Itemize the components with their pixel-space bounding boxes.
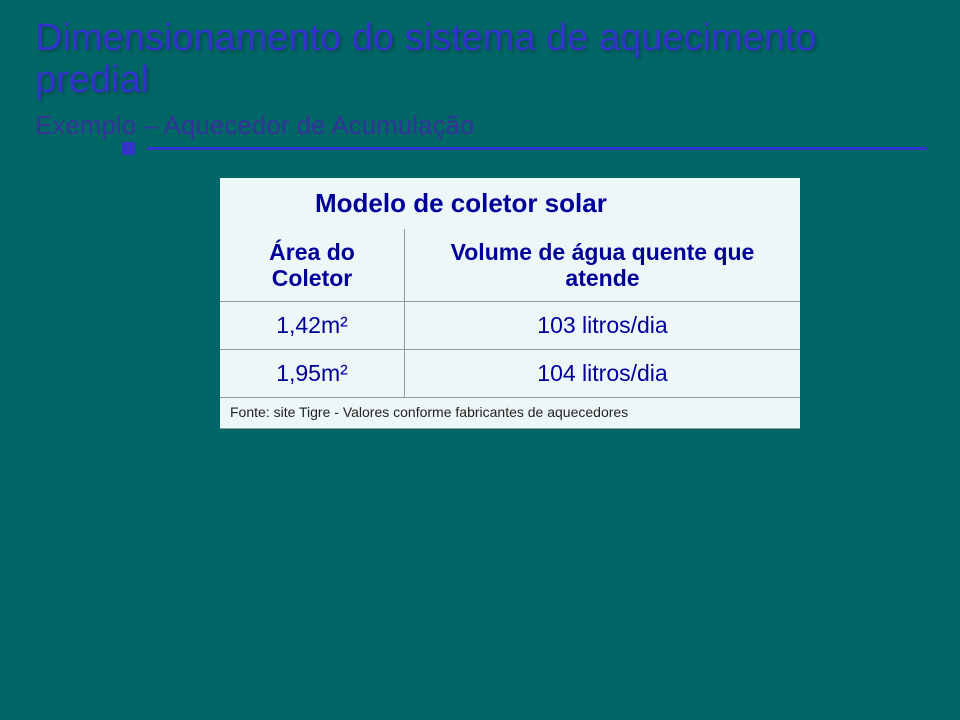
table-header-row: Modelo de coletor solar — [220, 178, 800, 229]
col-header-area: Área do Coletor — [220, 229, 405, 302]
coletor-table: Modelo de coletor solar Área do Coletor … — [220, 178, 800, 430]
cell-area: 1,95m² — [220, 350, 405, 397]
cell-volume: 104 litros/dia — [405, 350, 800, 397]
title-divider — [147, 147, 927, 150]
cell-area: 1,42m² — [220, 302, 405, 349]
table-row: 1,42m² 103 litros/dia — [220, 301, 800, 349]
table-subheader-row: Área do Coletor Volume de água quente qu… — [220, 229, 800, 302]
cell-volume: 103 litros/dia — [405, 302, 800, 349]
table-header-full: Modelo de coletor solar — [315, 178, 800, 229]
slide-title: Dimensionamento do sistema de aqueciment… — [35, 18, 940, 102]
title-block: Dimensionamento do sistema de aqueciment… — [0, 18, 960, 150]
slide-subtitle: Exemplo – Aquecedor de Acumulação — [35, 110, 940, 141]
table-footnote: Fonte: site Tigre - Valores conforme fab… — [220, 397, 800, 428]
col-header-volume: Volume de água quente que atende — [405, 229, 800, 302]
slide: Dimensionamento do sistema de aqueciment… — [0, 0, 960, 720]
table-row: 1,95m² 104 litros/dia — [220, 349, 800, 397]
